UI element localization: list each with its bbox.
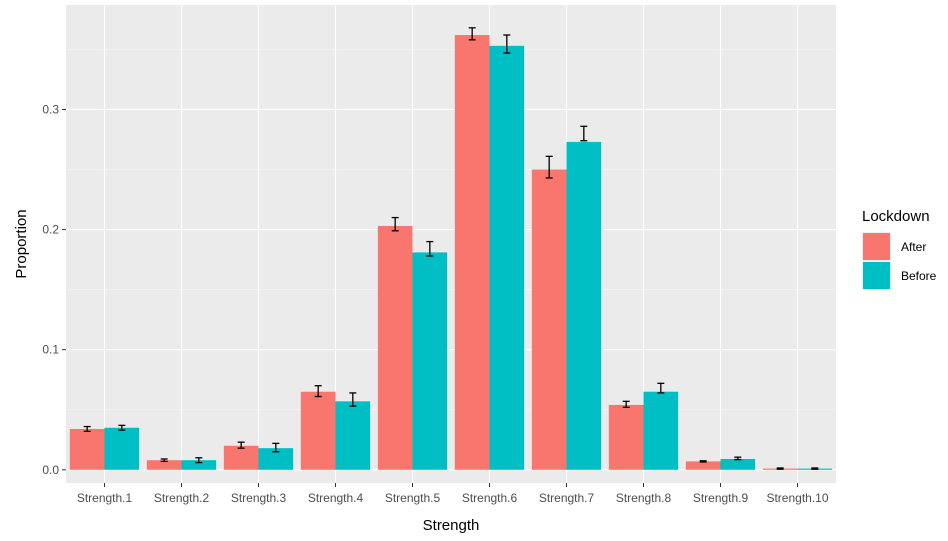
errorbar-after-strength-7 (545, 155, 553, 179)
legend-item-after: After (862, 232, 926, 261)
x-tick-label: Strength.4 (308, 491, 364, 505)
errorbar-before-strength-6 (503, 34, 511, 54)
x-axis-title: Strength (423, 517, 480, 534)
bar-after-strength-5 (377, 225, 413, 470)
y-tick-label: 0.1 (42, 343, 59, 357)
bar-before-strength-9 (720, 458, 756, 470)
errorbar-after-strength-10 (776, 467, 784, 470)
errorbar-after-strength-3 (237, 441, 245, 449)
bar-after-strength-6 (454, 35, 490, 470)
bar-before-strength-3 (258, 448, 294, 470)
x-tick-label: Strength.3 (231, 491, 287, 505)
bar-before-strength-6 (489, 45, 525, 470)
bar-after-strength-7 (531, 169, 567, 470)
x-tick-label: Strength.10 (766, 491, 828, 505)
errorbar-after-strength-6 (468, 27, 476, 41)
bar-before-strength-8 (643, 391, 679, 470)
errorbar-before-strength-9 (734, 456, 742, 461)
legend-title: Lockdown (862, 208, 930, 225)
errorbar-before-strength-5 (426, 240, 434, 257)
bar-after-strength-8 (608, 404, 644, 470)
bar-before-strength-1 (104, 427, 140, 470)
errorbar-after-strength-4 (314, 385, 322, 398)
legend-label: After (901, 240, 926, 254)
minor-gridlines (66, 49, 836, 411)
x-tick-label: Strength.6 (462, 491, 518, 505)
legend-swatch (863, 262, 890, 289)
errorbar-before-strength-10 (811, 467, 819, 470)
y-tick-label: 0.0 (42, 463, 59, 477)
panel-background (66, 5, 836, 483)
bar-before-strength-5 (412, 252, 448, 470)
errorbars-layer (83, 27, 819, 470)
x-tick-label: Strength.9 (693, 491, 749, 505)
bar-after-strength-2 (146, 460, 182, 470)
legend-item-before: Before (862, 261, 937, 290)
errorbar-after-strength-5 (391, 216, 399, 232)
errorbar-before-strength-1 (118, 424, 126, 431)
errorbar-after-strength-9 (699, 460, 707, 463)
bar-before-strength-2 (181, 460, 217, 470)
errorbar-before-strength-8 (657, 382, 665, 394)
legend-items: After Before (862, 232, 937, 290)
bars-layer (69, 35, 833, 470)
x-axis: Strength.1 Strength.2 Strength.3 Strength.4… (77, 483, 829, 505)
errorbar-before-strength-4 (349, 392, 357, 407)
legend: Lockdown After Before (862, 208, 937, 290)
legend-label: Before (901, 269, 937, 283)
y-tick-label: 0.3 (42, 102, 59, 116)
y-axis-title: Proportion (13, 209, 30, 278)
errorbar-before-strength-2 (195, 457, 203, 464)
y-tick-label: 0.2 (42, 223, 59, 237)
x-tick-label: Strength.1 (77, 491, 133, 505)
legend-swatch (863, 233, 890, 260)
bar-after-strength-3 (223, 445, 259, 470)
errorbar-before-strength-3 (272, 442, 280, 453)
bar-after-strength-4 (300, 391, 336, 470)
x-tick-label: Strength.5 (385, 491, 441, 505)
errorbar-after-strength-1 (83, 425, 91, 433)
bar-before-strength-4 (335, 401, 371, 470)
y-axis: 0.0 0.1 0.2 0.3 (42, 102, 66, 477)
bar-after-strength-1 (69, 428, 105, 470)
x-tick-label: Strength.8 (616, 491, 672, 505)
errorbar-before-strength-7 (580, 125, 588, 142)
bar-before-strength-7 (566, 141, 602, 470)
x-tick-label: Strength.2 (154, 491, 210, 505)
errorbar-after-strength-2 (160, 458, 168, 463)
x-tick-label: Strength.7 (539, 491, 595, 505)
errorbar-after-strength-8 (622, 400, 630, 408)
bar-after-strength-9 (685, 461, 721, 470)
